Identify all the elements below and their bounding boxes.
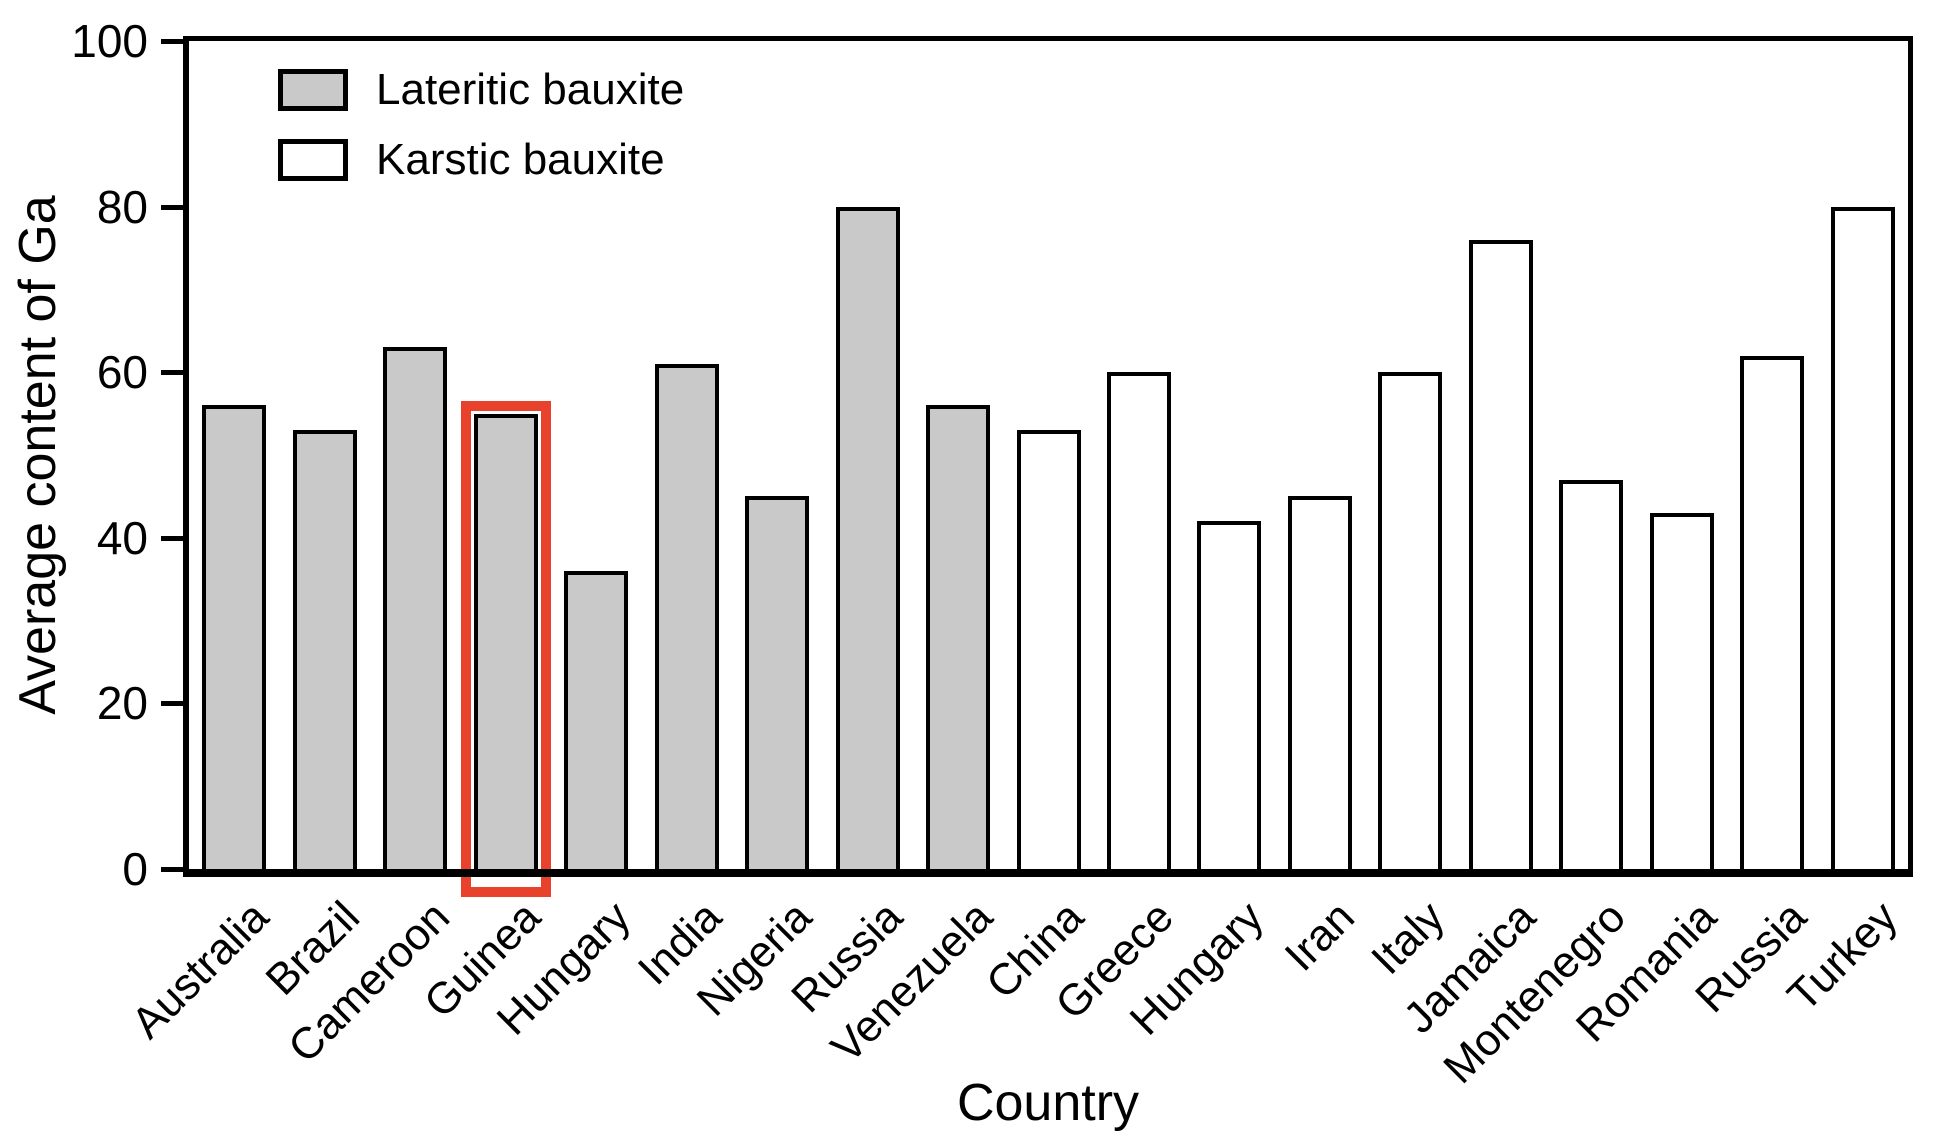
legend: Lateritic bauxite Karstic bauxite [278,65,685,208]
bar-guinea-55 [473,413,538,869]
bar-hungary-42 [1197,521,1262,869]
bar-italy-60 [1378,372,1443,869]
y-tick-mark-20 [161,701,183,707]
bar-venezuela-56 [926,405,991,869]
y-tick-label-60: 60 [96,346,148,399]
bar-montenegro-47 [1559,479,1624,869]
y-axis-title: Average content of Ga [9,195,67,715]
bar-russia-62 [1740,355,1805,869]
y-tick-mark-40 [161,535,183,541]
y-tick-label-40: 40 [96,511,148,564]
y-tick-label-0: 0 [122,843,148,895]
bar-russia-80 [835,206,900,869]
highlight-box-guinea [460,400,551,897]
legend-item-lateritic: Lateritic bauxite [278,65,685,114]
x-tick-label-iran: Iran [1275,892,1364,981]
y-tick-mark-100 [161,39,183,44]
y-tick-mark-0 [161,867,183,872]
y-tick-label-80: 80 [96,180,148,233]
bar-australia-56 [202,405,267,869]
bar-greece-60 [1106,372,1171,869]
karstic-swatch-icon [278,139,348,181]
bar-jamaica-76 [1468,239,1533,869]
y-tick-label-100: 100 [71,15,148,67]
x-tick-label-australia: Australia [122,892,279,1048]
y-tick-label-20: 20 [96,677,148,730]
legend-item-karstic: Karstic bauxite [278,135,684,184]
bar-brazil-53 [292,430,357,869]
y-tick-mark-80 [161,204,183,210]
bar-nigeria-45 [745,496,810,869]
legend-label-karstic: Karstic bauxite [376,135,665,184]
bar-hungary-36 [564,570,629,869]
bar-turkey-80 [1830,206,1895,869]
bar-iran-45 [1287,496,1352,869]
bar-india-61 [654,363,719,869]
bar-china-53 [1016,430,1081,869]
y-tick-mark-60 [161,370,183,376]
legend-label-lateritic: Lateritic bauxite [376,65,685,114]
bar-cameroon-63 [383,347,448,869]
bar-romania-43 [1649,512,1714,869]
x-axis-title: Country [956,1074,1140,1132]
lateritic-swatch-icon [278,69,348,111]
